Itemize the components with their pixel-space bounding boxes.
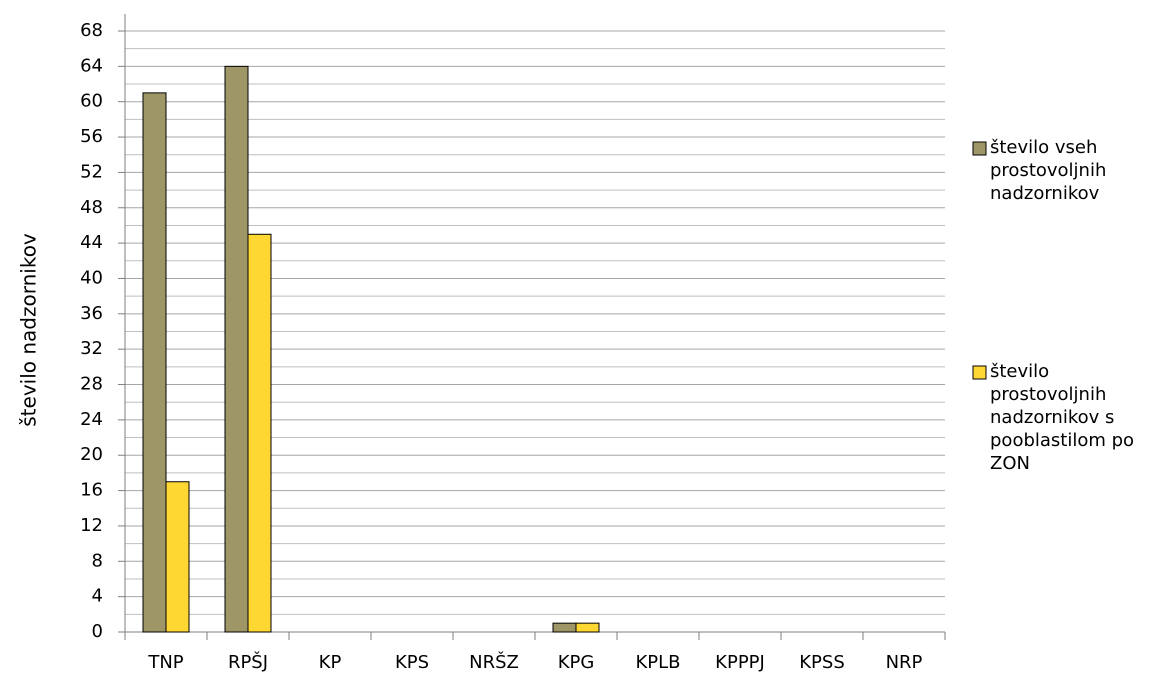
bar (165, 481, 190, 633)
y-tick-label: 0 (92, 621, 103, 642)
legend-swatch (972, 141, 987, 156)
x-tick-label: KPPPJ (715, 652, 765, 673)
bar (224, 65, 249, 633)
y-tick-label: 36 (80, 303, 103, 324)
x-tick-label: KPS (395, 652, 429, 673)
y-axis-label: število nadzornikov (17, 233, 41, 427)
x-tick-label: TNP (147, 652, 183, 673)
bar (552, 622, 577, 633)
x-tick-label: KPLB (635, 652, 680, 673)
y-tick-label: 68 (80, 20, 103, 41)
y-tick-label: 32 (80, 338, 103, 359)
y-tick-label: 40 (80, 267, 103, 288)
y-tick-label: 64 (80, 55, 103, 76)
y-tick-label: 60 (80, 91, 103, 112)
bar (575, 622, 600, 633)
y-tick-label: 20 (80, 444, 103, 465)
y-tick-label: 16 (80, 480, 103, 501)
y-tick-label: 48 (80, 197, 103, 218)
x-tick-label: KPG (558, 652, 595, 673)
bar (247, 233, 272, 633)
y-tick-label: 52 (80, 161, 103, 182)
y-tick-label: 28 (80, 374, 103, 395)
x-tick-label: RPŠJ (228, 651, 268, 673)
legend-swatch (972, 365, 987, 380)
x-tick-label: KPSS (799, 652, 845, 673)
x-tick-label: KP (319, 652, 342, 673)
y-tick-label: 44 (80, 232, 103, 253)
x-tick-label: NRP (886, 652, 923, 673)
x-tick-label: NRŠZ (469, 651, 519, 673)
y-tick-label: 56 (80, 126, 103, 147)
legend-label: število prostovoljnih nadzornikov s poob… (990, 361, 1135, 474)
y-tick-label: 12 (80, 515, 103, 536)
legend-entry: število vseh prostovoljnih nadzornikov (990, 137, 1107, 204)
legend-label: število vseh prostovoljnih nadzornikov (990, 137, 1107, 204)
y-tick-label: 24 (80, 409, 103, 430)
bar (142, 92, 167, 633)
legend-entry: število prostovoljnih nadzornikov s poob… (990, 361, 1135, 474)
y-tick-label: 8 (92, 550, 103, 571)
y-tick-label: 4 (92, 586, 103, 607)
